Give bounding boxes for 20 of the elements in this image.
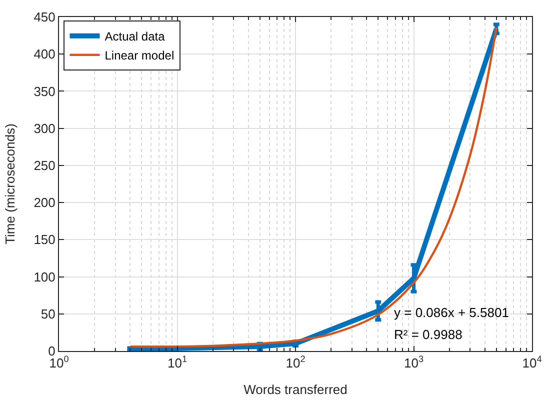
- x-tick-label: 10$^{3}$: [404, 354, 424, 371]
- annotation: y = 0.086x + 5.5801: [394, 305, 509, 320]
- y-tick-label: 150: [34, 232, 56, 248]
- y-tick-label: 400: [34, 46, 56, 62]
- legend-label: Linear model: [104, 48, 174, 63]
- y-tick-label: 250: [34, 158, 56, 173]
- y-tick-label: 0: [48, 344, 56, 359]
- y-tick-label: 300: [34, 120, 56, 136]
- y-tick-label: 200: [34, 195, 56, 210]
- x-tick-label: 10$^{2}$: [286, 354, 306, 371]
- y-tick-label: 450: [34, 10, 56, 25]
- x-tick-label: 10$^{1}$: [167, 354, 188, 371]
- y-tick-label: 350: [34, 84, 56, 99]
- annotation: R² = 0.9988: [394, 327, 462, 342]
- legend-label: Actual data: [104, 30, 166, 44]
- x-tick-label: 10$^{4}$: [522, 354, 542, 371]
- y-tick-label: 50: [40, 306, 56, 322]
- x-axis-title: Words transferred: [244, 382, 348, 398]
- y-axis-title: Time (microseconds): [2, 124, 18, 244]
- y-tick-label: 100: [34, 269, 56, 284]
